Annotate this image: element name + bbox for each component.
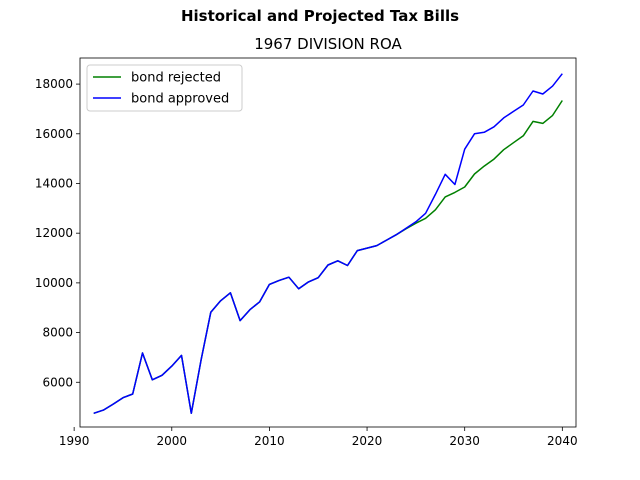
- legend-box: [86, 64, 243, 112]
- legend-label-2: bond approved: [131, 92, 229, 107]
- legend-label-1: bond rejected: [131, 71, 221, 86]
- chart-suptitle: Historical and Projected Tax Bills: [180, 7, 460, 25]
- x-tick-label: 2010: [254, 434, 285, 448]
- x-tick-label: 2000: [157, 434, 188, 448]
- x-tick-label: 2020: [352, 434, 383, 448]
- x-tick-label: 2040: [547, 434, 578, 448]
- x-tick-label: 1990: [59, 434, 90, 448]
- y-tick-label: 10000: [35, 276, 73, 290]
- y-tick-label: 18000: [35, 77, 73, 91]
- y-tick-label: 14000: [35, 176, 73, 190]
- x-tick-label: 2030: [449, 434, 480, 448]
- y-tick-label: 12000: [35, 226, 73, 240]
- y-tick-label: 8000: [42, 326, 73, 340]
- y-tick-label: 16000: [35, 127, 73, 141]
- chart-title: 1967 DIVISION ROA: [254, 35, 402, 53]
- series-line-1: [93, 100, 563, 415]
- axes-frame: [79, 57, 577, 428]
- series-line-2: [93, 73, 563, 415]
- y-tick-label: 6000: [42, 375, 73, 389]
